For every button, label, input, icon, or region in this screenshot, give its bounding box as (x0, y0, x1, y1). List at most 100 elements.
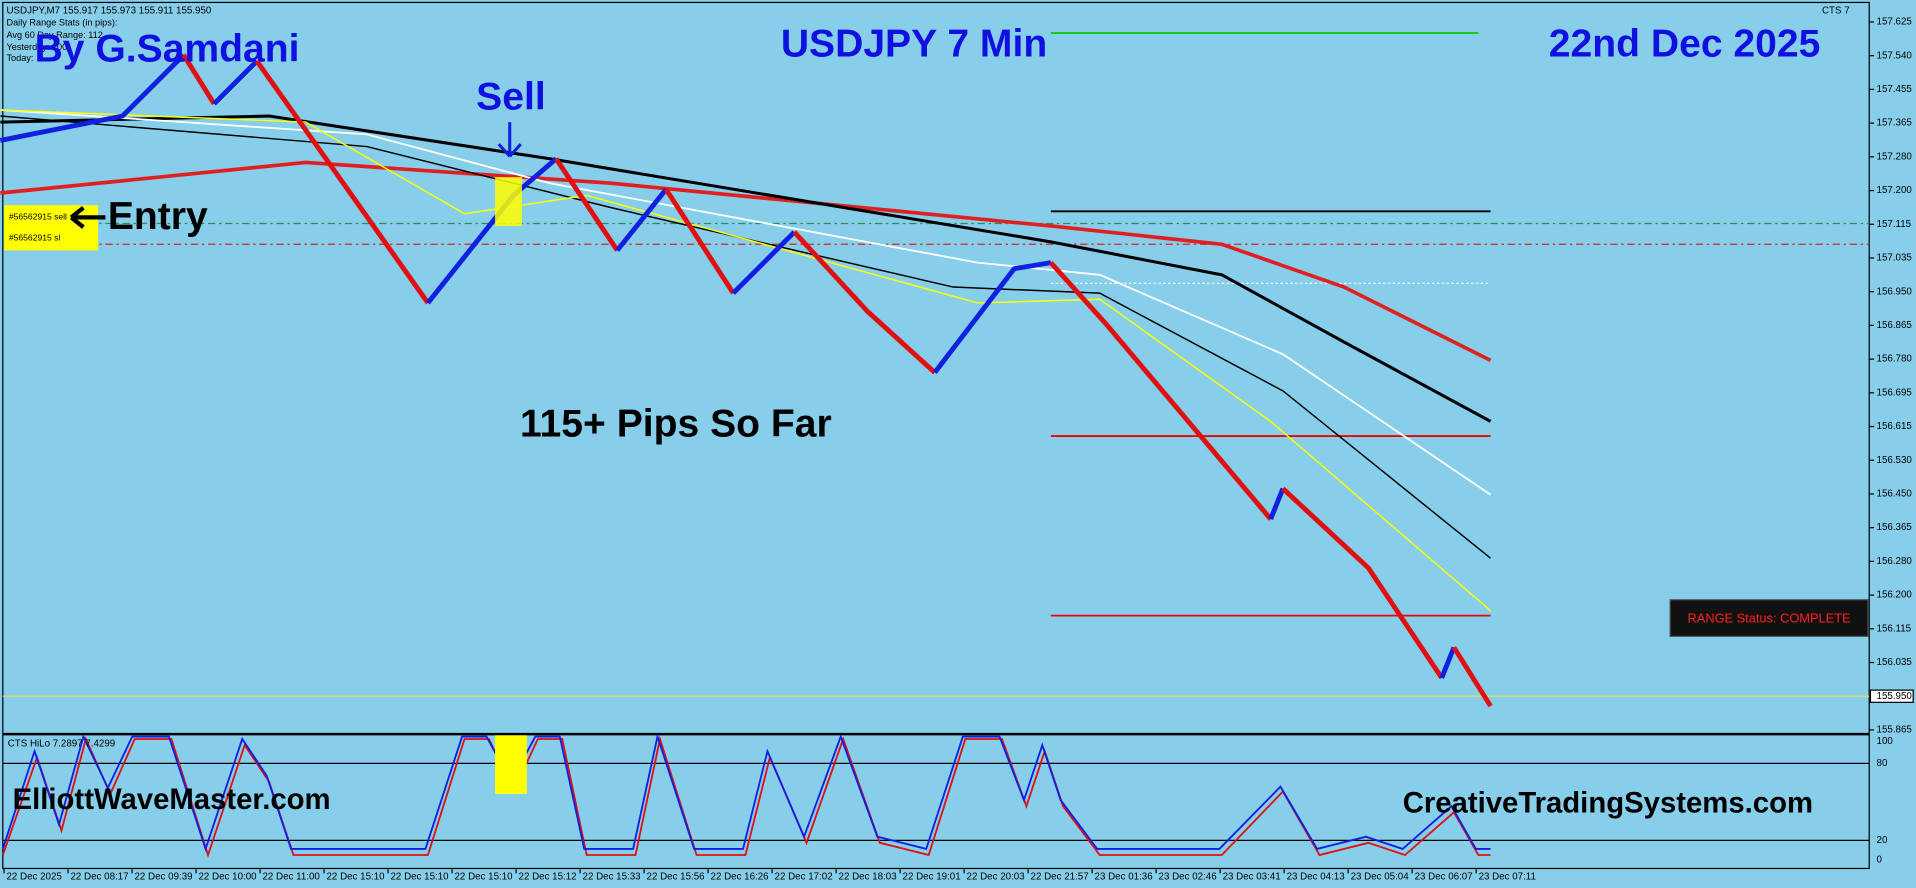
price-up (615, 187, 668, 252)
price-down (792, 230, 937, 375)
time-label: 23 Dec 04:13 (1287, 872, 1345, 883)
price-label: 155.865 (1877, 725, 1913, 736)
time-label: 22 Dec 15:56 (647, 872, 705, 883)
osc-axis-label: 20 (1877, 835, 1888, 846)
time-label: 23 Dec 02:46 (1159, 872, 1217, 883)
price-label: 157.115 (1877, 219, 1912, 230)
osc-blue (1, 733, 1491, 852)
price-label: 157.280 (1877, 151, 1913, 162)
frame (2, 1, 1870, 870)
price-up (212, 59, 259, 106)
range-status: RANGE Status: COMPLETE (1688, 611, 1851, 626)
price (0, 53, 1493, 708)
price-label: 157.625 (1877, 17, 1913, 28)
chart-date: 22nd Dec 2025 (1549, 23, 1821, 66)
price-up (932, 260, 1052, 375)
site-left: ElliottWaveMaster.com (13, 783, 331, 816)
price-down (664, 187, 736, 295)
price-label: 157.035 (1877, 253, 1913, 264)
order-label: #56562915 sell (9, 212, 67, 222)
time-label: 22 Dec 16:26 (711, 872, 769, 883)
time-label: 22 Dec 10:00 (198, 872, 257, 883)
price-highlight (1869, 689, 1914, 703)
stats: Today: (6, 53, 33, 63)
time-label: 23 Dec 05:04 (1351, 872, 1410, 883)
price-label: 156.450 (1877, 489, 1913, 500)
symbol-info: USDJPY,M7 155.917 155.973 155.911 155.95… (6, 6, 211, 17)
osc-axis-label: 0 (1877, 854, 1883, 865)
author: By G.Samdani (35, 28, 300, 71)
price-label: 156.865 (1877, 320, 1913, 331)
price-label: 156.780 (1877, 354, 1913, 365)
time-label: 22 Dec 19:01 (903, 872, 961, 883)
time-label: 22 Dec 21:57 (1031, 872, 1089, 883)
price-label: 157.200 (1877, 185, 1913, 196)
range-status-box (1669, 599, 1869, 637)
price-label: 156.365 (1877, 522, 1913, 533)
price-label: 156.115 (1877, 623, 1912, 634)
entry-arrow (69, 205, 106, 229)
order-label: #56562915 sl (9, 232, 60, 242)
price-label: 156.200 (1877, 590, 1913, 601)
osc-axis-label: 80 (1877, 758, 1888, 769)
oscillator-label: CTS HiLo 7.2897 7.4299 (8, 738, 116, 749)
price-label: 157.455 (1877, 84, 1913, 95)
time-label: 22 Dec 18:03 (839, 872, 897, 883)
time-label: 22 Dec 15:10 (327, 872, 386, 883)
time-label: 22 Dec 15:10 (455, 872, 514, 883)
time-label: 23 Dec 07:11 (1479, 872, 1536, 883)
oscillator-lines (1, 733, 1491, 858)
time-label: 22 Dec 08:17 (70, 872, 128, 883)
price-up (1268, 487, 1286, 521)
time-label: 22 Dec 2025 (6, 872, 62, 883)
price-down (554, 157, 620, 252)
entry-label: Entry (108, 195, 208, 238)
chart-title: USDJPY 7 Min (781, 23, 1047, 66)
stats: Yesterday: 100 (6, 42, 67, 52)
time-label: 22 Dec 15:12 (519, 872, 577, 883)
moving-averages (0, 109, 1492, 612)
time-label: 22 Dec 20:03 (967, 872, 1025, 883)
price-up (731, 230, 797, 295)
indicator-name: CTS 7 (1822, 6, 1850, 17)
price-label: 155.950 (1877, 691, 1913, 702)
time-label: 22 Dec 11:00 (263, 872, 321, 883)
signal-highlight (495, 735, 527, 794)
ma-yellow (0, 109, 1492, 612)
sell-arrow (497, 122, 522, 158)
price-label: 156.035 (1877, 657, 1913, 668)
price-label: 156.950 (1877, 286, 1913, 297)
axes: 157.625 157.540 157.455 157.365 157.280 157.2… (3, 17, 1914, 883)
price-down (1281, 486, 1444, 680)
time-label: 22 Dec 09:39 (134, 872, 192, 883)
time-label: 22 Dec 15:33 (583, 872, 641, 883)
price-up (0, 53, 186, 143)
signal-highlight (495, 177, 522, 226)
result-label: 115+ Pips So Far (520, 403, 832, 446)
time-label: 23 Dec 03:41 (1223, 872, 1281, 883)
ma-white (0, 109, 1492, 496)
stats: Avg 60 Day Range: 112 (6, 30, 102, 40)
price-down (1451, 646, 1493, 708)
price-label: 156.695 (1877, 387, 1913, 398)
ma-black-thin (0, 115, 1492, 559)
time-label: 22 Dec 17:02 (775, 872, 833, 883)
ma-red (0, 160, 1492, 362)
price-up (1439, 646, 1457, 679)
price-label: 157.540 (1877, 50, 1913, 61)
price-label: 156.280 (1877, 556, 1913, 567)
stats: Daily Range Stats (in pips): (6, 18, 117, 28)
price-down (181, 53, 217, 106)
osc-axis-label: 100 (1877, 736, 1894, 747)
price-label: 156.530 (1877, 455, 1913, 466)
levels (2, 32, 1870, 697)
time-label: 23 Dec 01:36 (1095, 872, 1153, 883)
price-down (1049, 260, 1273, 521)
ma-black (0, 114, 1492, 423)
price-down (254, 59, 430, 305)
sell-label: Sell (476, 75, 546, 118)
time-label: 23 Dec 06:07 (1415, 872, 1473, 883)
